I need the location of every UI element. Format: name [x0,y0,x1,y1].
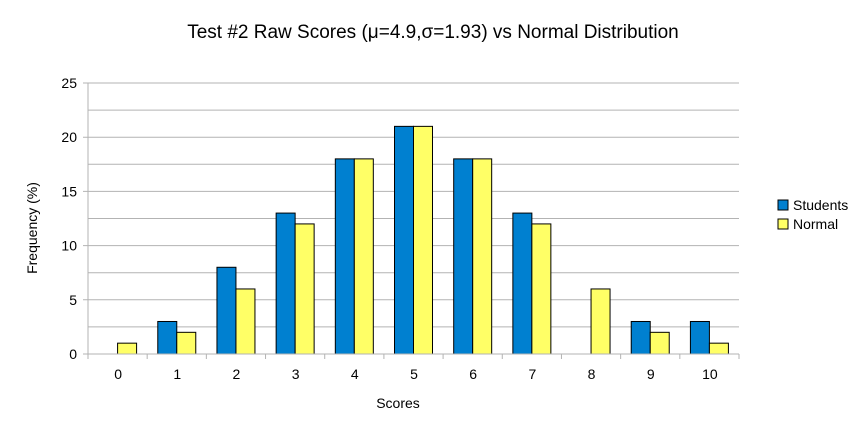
legend-swatch-normal [777,218,789,230]
bar-normal-5 [413,125,433,355]
bar-normal-4 [353,158,374,355]
y-tick-label: 20 [61,129,77,145]
bar-normal-2 [235,288,256,355]
axes [83,83,740,359]
y-tick-label: 5 [69,292,77,308]
x-tick-label: 5 [410,366,418,382]
x-tick-label: 9 [647,366,655,382]
bar-students-2 [216,266,237,355]
x-tick-label: 1 [173,366,181,382]
y-tick-label: 0 [69,346,77,362]
x-tick-label: 2 [233,366,241,382]
y-tick-label: 25 [61,75,77,91]
bars [117,125,729,355]
y-tick-label: 15 [61,183,77,199]
x-tick-label: 10 [702,366,718,382]
y-tick-label: 10 [61,238,77,254]
bar-students-9 [630,320,651,355]
bar-normal-8 [590,288,611,355]
legend-label-normal: Normal [793,216,838,232]
y-axis-label: Frequency (%) [24,182,40,274]
x-tick-label: 4 [351,366,359,382]
bar-normal-6 [472,158,493,355]
bar-students-3 [275,212,296,355]
legend-swatch-students [777,199,789,211]
bar-students-4 [334,158,355,355]
bar-normal-1 [176,331,197,355]
bar-students-7 [512,212,533,355]
bar-normal-3 [294,223,315,355]
x-tick-label: 3 [292,366,300,382]
bar-normal-0 [117,342,138,355]
bar-students-1 [157,320,178,355]
bar-normal-10 [708,342,729,355]
legend-label-students: Students [793,197,848,213]
x-tick-label: 0 [114,366,122,382]
x-tick-label: 7 [528,366,536,382]
legend: Students Normal [777,197,848,232]
chart-title: Test #2 Raw Scores (μ=4.9,σ=1.93) vs Nor… [187,22,679,43]
x-tick-label: 8 [588,366,596,382]
bar-students-5 [394,125,414,355]
tick-labels: 0 5 10 15 20 25 0 1 2 3 4 5 6 7 8 9 10 [61,75,717,382]
bar-normal-7 [531,223,552,355]
bar-students-6 [453,158,474,355]
bar-normal-9 [649,331,670,355]
x-tick-label: 6 [469,366,477,382]
bar-students-10 [689,320,710,355]
x-axis-label: Scores [376,395,420,411]
